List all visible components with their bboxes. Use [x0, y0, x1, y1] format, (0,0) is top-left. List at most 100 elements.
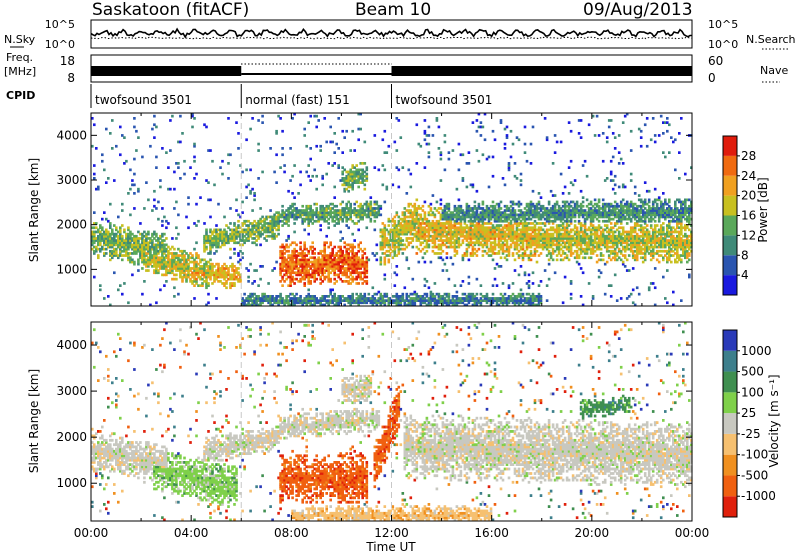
power-cell	[567, 241, 571, 245]
power-cell	[439, 239, 443, 242]
power-cell	[361, 213, 364, 217]
power-cell	[111, 243, 114, 247]
power-cell	[295, 267, 298, 270]
power-cell	[513, 258, 517, 262]
power-cell	[453, 243, 457, 247]
power-cell	[419, 234, 423, 238]
power-cell	[471, 207, 475, 210]
power-cell	[215, 249, 218, 253]
power-cell	[437, 147, 441, 150]
power-cell	[439, 151, 443, 154]
power-cell	[239, 226, 242, 230]
power-cell	[423, 292, 427, 296]
power-cell	[359, 168, 362, 172]
power-cell	[511, 200, 515, 204]
power-cell	[491, 258, 495, 262]
power-cell	[137, 260, 140, 264]
power-cell	[441, 222, 445, 225]
power-cell	[193, 144, 196, 148]
power-cell	[377, 301, 381, 305]
power-cell	[491, 215, 495, 219]
power-cell	[485, 245, 489, 249]
power-cell	[573, 219, 577, 223]
power-cell	[431, 224, 435, 227]
power-cell	[373, 219, 377, 223]
power-cell	[365, 275, 369, 279]
power-cell	[147, 249, 150, 253]
power-cell	[99, 243, 102, 247]
power-cell	[559, 215, 563, 219]
power-cell	[441, 211, 445, 214]
power-cell	[445, 226, 449, 230]
power-cell	[287, 303, 290, 307]
power-cell	[431, 245, 435, 249]
power-cell	[529, 252, 533, 255]
power-cell	[515, 217, 519, 221]
power-cell	[423, 213, 427, 217]
power-cell	[279, 256, 282, 260]
power-cell	[477, 222, 481, 225]
power-cell	[161, 245, 164, 249]
power-cell	[403, 215, 407, 219]
power-cell	[343, 241, 346, 245]
power-cell	[191, 114, 194, 118]
power-cell	[209, 228, 212, 232]
power-cell	[511, 215, 515, 219]
power-cell	[147, 262, 150, 266]
power-cell	[251, 303, 254, 307]
power-cell	[457, 301, 461, 305]
power-cell	[383, 234, 387, 238]
power-cell	[533, 247, 537, 251]
power-cell	[349, 295, 352, 298]
power-cell	[417, 217, 421, 221]
power-cell	[445, 299, 449, 302]
power-cell	[503, 127, 507, 131]
power-cell	[281, 254, 284, 257]
power-cell	[399, 241, 403, 245]
power-cell	[297, 273, 300, 277]
power-cell	[483, 213, 487, 217]
power-cell	[483, 217, 487, 221]
power-cell	[567, 211, 571, 214]
nsearch-line	[90, 36, 693, 40]
power-cell	[227, 239, 230, 242]
power-cell	[343, 183, 346, 187]
power-cell	[447, 207, 451, 210]
power-cell	[103, 297, 106, 300]
power-cell	[207, 265, 210, 268]
power-cell	[513, 241, 517, 245]
power-cell	[295, 299, 298, 302]
power-cell	[111, 252, 114, 255]
power-cell	[401, 166, 405, 169]
power-cell	[507, 295, 511, 298]
power-cell	[419, 217, 423, 221]
power-cell	[331, 254, 334, 257]
power-cell	[383, 262, 387, 266]
power-cell	[547, 200, 551, 204]
power-cell	[371, 211, 375, 214]
power-cell	[107, 232, 110, 236]
power-cell	[221, 282, 224, 285]
power-cell	[341, 172, 344, 176]
power-cell	[119, 230, 122, 234]
power-cell	[491, 174, 495, 178]
power-cell	[565, 254, 569, 257]
power-cell	[253, 299, 256, 302]
power-cell	[171, 269, 174, 272]
power-cell	[491, 129, 495, 133]
power-cell	[395, 292, 399, 296]
power-cell	[285, 297, 288, 300]
power-cell	[97, 254, 100, 257]
power-cell	[233, 247, 236, 251]
power-cell	[453, 284, 457, 287]
power-cell	[177, 247, 180, 251]
power-cell	[363, 209, 367, 212]
power-cell	[375, 243, 379, 247]
power-cell	[223, 228, 226, 232]
power-cell	[345, 213, 348, 217]
power-cell	[427, 297, 431, 300]
power-cell	[331, 207, 334, 210]
power-cell	[563, 213, 567, 217]
power-cell	[103, 232, 106, 236]
power-cell	[217, 241, 220, 245]
